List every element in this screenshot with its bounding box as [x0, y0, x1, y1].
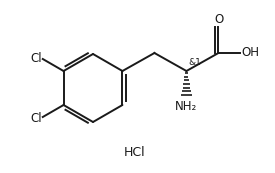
Text: O: O [215, 13, 224, 26]
Text: Cl: Cl [30, 52, 42, 65]
Text: Cl: Cl [30, 112, 42, 125]
Text: HCl: HCl [124, 145, 146, 158]
Text: OH: OH [241, 47, 259, 60]
Text: NH₂: NH₂ [175, 100, 197, 113]
Text: &1: &1 [188, 58, 201, 67]
